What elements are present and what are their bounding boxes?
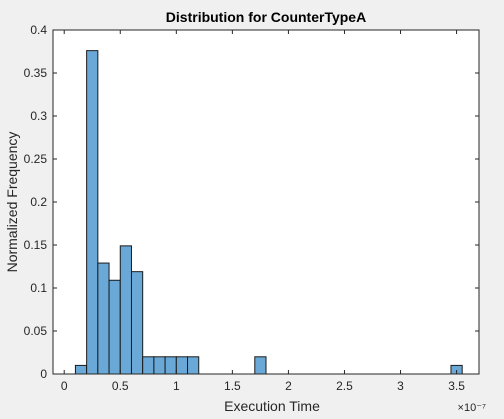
y-tick-label: 0.2 — [30, 195, 47, 209]
x-tick-label: 3 — [397, 379, 404, 393]
x-tick-label: 1.5 — [224, 379, 241, 393]
x-tick-label: 2.5 — [336, 379, 353, 393]
x-ticks-group: 0 0.5 1 1.5 2 2.5 3 3.5 — [61, 30, 465, 393]
histogram-bar — [130, 271, 144, 375]
histogram-bar — [254, 356, 267, 375]
x-tick-label: 0 — [61, 379, 68, 393]
histogram-bar — [108, 279, 121, 375]
histogram-bar — [86, 50, 99, 375]
x-tick-label: 1 — [173, 379, 180, 393]
y-tick-label: 0.35 — [24, 66, 48, 80]
y-axis-label: Normalized Frequency — [4, 132, 20, 273]
y-tick-label: 0.05 — [24, 324, 48, 338]
x-axis-label: Execution Time — [224, 398, 320, 414]
histogram-bar — [153, 356, 166, 375]
histogram-bar — [164, 356, 177, 375]
y-tick-label: 0.25 — [24, 152, 48, 166]
y-tick-label: 0.15 — [24, 238, 48, 252]
histogram-bar — [175, 356, 189, 375]
histogram-bar — [187, 356, 200, 375]
y-tick-label: 0.1 — [30, 281, 47, 295]
histogram-bar — [74, 364, 88, 375]
chart-title: Distribution for CounterTypeA — [166, 9, 366, 25]
histogram-bar — [119, 245, 132, 375]
x-exponent-label: ×10⁻⁷ — [458, 402, 486, 414]
y-ticks-group: 0 0.05 0.1 0.15 0.2 0.25 0.3 0.35 0.4 — [24, 23, 479, 381]
y-tick-label: 0 — [40, 367, 47, 381]
x-tick-label: 3.5 — [448, 379, 465, 393]
x-tick-label: 2 — [285, 379, 292, 393]
x-tick-label: 0.5 — [112, 379, 129, 393]
y-tick-label: 0.3 — [30, 109, 47, 123]
histogram-bar — [142, 356, 155, 375]
y-tick-label: 0.4 — [30, 23, 47, 37]
histogram-bar — [97, 262, 110, 375]
